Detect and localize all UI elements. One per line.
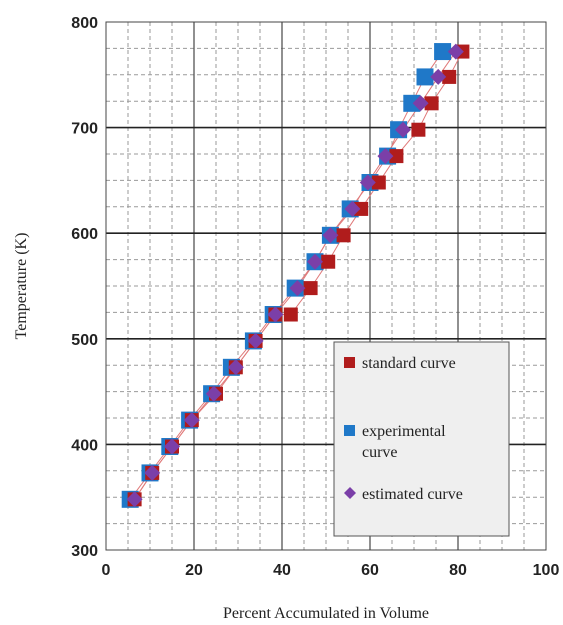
legend: standard curve experimental curve estimat… xyxy=(333,341,510,537)
data-point-0 xyxy=(442,69,457,84)
x-tick-label: 100 xyxy=(533,562,560,579)
data-point-2 xyxy=(267,306,284,323)
y-tick-label: 700 xyxy=(71,121,98,138)
data-point-0 xyxy=(371,175,386,190)
data-point-0 xyxy=(354,201,369,216)
x-tick-label: 20 xyxy=(185,562,203,579)
data-point-2 xyxy=(322,227,339,244)
data-point-2 xyxy=(247,332,264,349)
data-point-1 xyxy=(403,94,421,112)
y-tick-label: 500 xyxy=(71,332,98,349)
data-point-0 xyxy=(424,96,439,111)
y-tick-label: 600 xyxy=(71,226,98,243)
legend-label-standard: standard curve xyxy=(362,355,456,372)
y-axis-title: Temperature (K) xyxy=(13,233,30,340)
plot-frame xyxy=(105,21,547,551)
x-tick-labels: 0 20 40 60 80 100 xyxy=(102,562,560,579)
x-tick-label: 80 xyxy=(449,562,467,579)
y-tick-label: 800 xyxy=(71,15,98,32)
series-points xyxy=(121,43,470,508)
data-point-2 xyxy=(289,280,306,297)
legend-label-estimated: estimated curve xyxy=(362,486,463,503)
legend-marker-standard xyxy=(344,357,355,368)
data-point-2 xyxy=(377,148,394,165)
data-point-2 xyxy=(144,464,161,481)
data-point-0 xyxy=(389,149,404,164)
data-point-2 xyxy=(205,385,222,402)
data-point-2 xyxy=(307,253,323,270)
legend-label-experimental: experimental curve xyxy=(362,423,446,461)
data-point-2 xyxy=(359,174,376,191)
data-point-0 xyxy=(283,307,298,322)
legend-box xyxy=(333,341,510,537)
data-point-2 xyxy=(164,438,180,455)
x-tick-label: 60 xyxy=(361,562,379,579)
data-point-0 xyxy=(303,281,318,296)
data-point-2 xyxy=(344,200,361,217)
y-tick-label: 400 xyxy=(71,437,98,454)
x-tick-label: 40 xyxy=(273,562,291,579)
data-point-0 xyxy=(336,228,351,243)
data-point-2 xyxy=(430,68,447,85)
data-point-2 xyxy=(447,43,464,60)
legend-marker-estimated xyxy=(344,487,356,499)
y-tick-labels: 300 400 500 600 700 800 xyxy=(71,15,98,560)
data-point-2 xyxy=(395,121,411,138)
x-axis-title: Percent Accumulated in Volume xyxy=(223,605,429,622)
data-point-0 xyxy=(411,122,426,137)
x-tick-label: 0 xyxy=(102,562,111,579)
y-tick-label: 300 xyxy=(71,543,98,560)
data-point-0 xyxy=(321,254,336,269)
data-point-1 xyxy=(434,43,452,61)
data-point-2 xyxy=(412,95,429,112)
legend-marker-experimental xyxy=(344,425,355,436)
data-point-2 xyxy=(126,491,143,508)
data-point-1 xyxy=(416,68,434,86)
data-point-2 xyxy=(183,412,200,429)
data-point-2 xyxy=(227,359,244,376)
